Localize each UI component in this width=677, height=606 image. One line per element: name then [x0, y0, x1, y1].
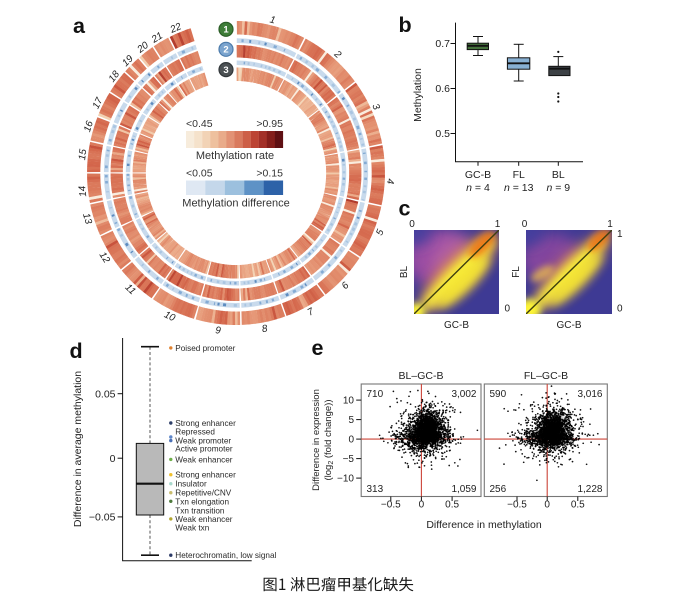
svg-text:3,016: 3,016 — [577, 389, 602, 400]
svg-text:0.5: 0.5 — [445, 500, 459, 511]
svg-text:2: 2 — [223, 45, 228, 56]
svg-text:−0.05: −0.05 — [89, 512, 116, 524]
svg-text:Methylation rate: Methylation rate — [196, 150, 274, 162]
svg-text:Methylation difference: Methylation difference — [182, 198, 289, 210]
svg-text:FL: FL — [511, 266, 522, 278]
svg-text:13: 13 — [80, 212, 94, 226]
svg-text:3: 3 — [223, 65, 228, 76]
svg-text:10: 10 — [343, 396, 355, 407]
svg-text:c: c — [399, 197, 411, 221]
svg-text:Strong enhancer: Strong enhancer — [175, 471, 236, 480]
svg-text:Heterochromatin, low signal: Heterochromatin, low signal — [175, 551, 276, 560]
svg-text:5: 5 — [348, 415, 354, 426]
svg-text:e: e — [312, 336, 324, 360]
svg-text:Insulator: Insulator — [175, 480, 207, 489]
svg-text:0: 0 — [522, 219, 528, 230]
svg-text:16: 16 — [82, 119, 96, 133]
svg-text:Txn transition: Txn transition — [175, 506, 225, 515]
svg-text:Weak enhancer: Weak enhancer — [175, 455, 232, 464]
svg-text:0: 0 — [617, 304, 623, 315]
svg-text:1: 1 — [617, 229, 623, 240]
svg-text:0: 0 — [505, 304, 511, 315]
svg-text:0.6: 0.6 — [435, 83, 450, 95]
svg-text:17: 17 — [91, 96, 106, 111]
svg-text:Difference in methylation: Difference in methylation — [426, 519, 542, 531]
svg-text:22: 22 — [168, 21, 184, 36]
svg-text:590: 590 — [490, 389, 507, 400]
svg-text:8: 8 — [261, 323, 269, 335]
svg-text:−0.5: −0.5 — [381, 500, 401, 511]
svg-text:−10: −10 — [337, 474, 354, 485]
svg-text:Repressed: Repressed — [175, 428, 215, 437]
svg-text:1: 1 — [607, 219, 613, 230]
svg-text:0: 0 — [409, 219, 415, 230]
svg-text:0.05: 0.05 — [95, 388, 116, 400]
svg-text:1: 1 — [223, 25, 229, 36]
svg-text:6: 6 — [340, 280, 352, 292]
svg-text:Strong enhancer: Strong enhancer — [175, 419, 236, 428]
svg-text:a: a — [73, 14, 86, 38]
svg-text:14: 14 — [77, 185, 89, 198]
svg-text:21: 21 — [149, 30, 165, 46]
svg-text:0.5: 0.5 — [435, 128, 450, 140]
svg-text:1: 1 — [268, 14, 276, 26]
svg-text:BL: BL — [552, 169, 565, 181]
svg-text:3,002: 3,002 — [451, 389, 476, 400]
svg-text:Txn elongation: Txn elongation — [175, 497, 229, 506]
svg-text:Weak promoter: Weak promoter — [175, 437, 231, 446]
svg-text:GC-B: GC-B — [444, 320, 469, 331]
svg-text:Difference in average methylat: Difference in average methylation — [72, 371, 84, 527]
svg-text:n = 9: n = 9 — [546, 182, 570, 194]
svg-text:3: 3 — [369, 102, 381, 112]
svg-text:BL–GC-B: BL–GC-B — [399, 370, 444, 382]
svg-text:0: 0 — [110, 453, 116, 465]
svg-text:d: d — [70, 339, 83, 363]
svg-text:>0.15: >0.15 — [256, 168, 283, 180]
svg-text:1,228: 1,228 — [577, 484, 602, 495]
svg-text:0: 0 — [348, 435, 354, 446]
svg-text:Methylation: Methylation — [412, 68, 424, 122]
svg-text:1: 1 — [495, 219, 501, 230]
svg-text:Active promoter: Active promoter — [175, 445, 233, 454]
svg-text:1,059: 1,059 — [451, 484, 476, 495]
svg-text:0: 0 — [419, 500, 425, 511]
svg-text:15: 15 — [77, 148, 89, 161]
svg-text:Poised promoter: Poised promoter — [175, 344, 235, 353]
svg-text:0.5: 0.5 — [571, 500, 585, 511]
svg-text:FL–GC-B: FL–GC-B — [524, 370, 568, 382]
svg-text:−5: −5 — [343, 454, 355, 465]
svg-text:710: 710 — [367, 389, 384, 400]
svg-text:4: 4 — [384, 178, 395, 185]
svg-text:<0.45: <0.45 — [186, 118, 213, 130]
svg-text:10: 10 — [162, 309, 177, 324]
svg-text:n = 13: n = 13 — [504, 182, 534, 194]
svg-text:0: 0 — [544, 500, 550, 511]
svg-text:Weak enhancer: Weak enhancer — [175, 515, 232, 524]
svg-text:BL: BL — [399, 265, 410, 278]
svg-text:b: b — [399, 13, 412, 37]
svg-text:9: 9 — [215, 325, 222, 337]
svg-text:Difference in expression: Difference in expression — [311, 389, 322, 491]
svg-text:0.7: 0.7 — [435, 38, 450, 50]
svg-text:FL: FL — [513, 169, 525, 181]
svg-text:5: 5 — [374, 227, 386, 237]
svg-text:−0.5: −0.5 — [507, 500, 527, 511]
svg-text:256: 256 — [490, 484, 507, 495]
svg-text:313: 313 — [367, 484, 384, 495]
svg-text:GC-B: GC-B — [465, 169, 491, 181]
svg-text:>0.95: >0.95 — [256, 118, 283, 130]
svg-text:Weak txn: Weak txn — [175, 524, 209, 533]
svg-text:7: 7 — [306, 306, 316, 319]
svg-text:<0.05: <0.05 — [186, 168, 213, 180]
svg-text:GC-B: GC-B — [557, 320, 582, 331]
svg-text:(log2 (fold change)): (log2 (fold change)) — [323, 399, 335, 480]
svg-text:n = 4: n = 4 — [466, 182, 490, 194]
svg-text:Repetitive/CNV: Repetitive/CNV — [175, 489, 232, 498]
